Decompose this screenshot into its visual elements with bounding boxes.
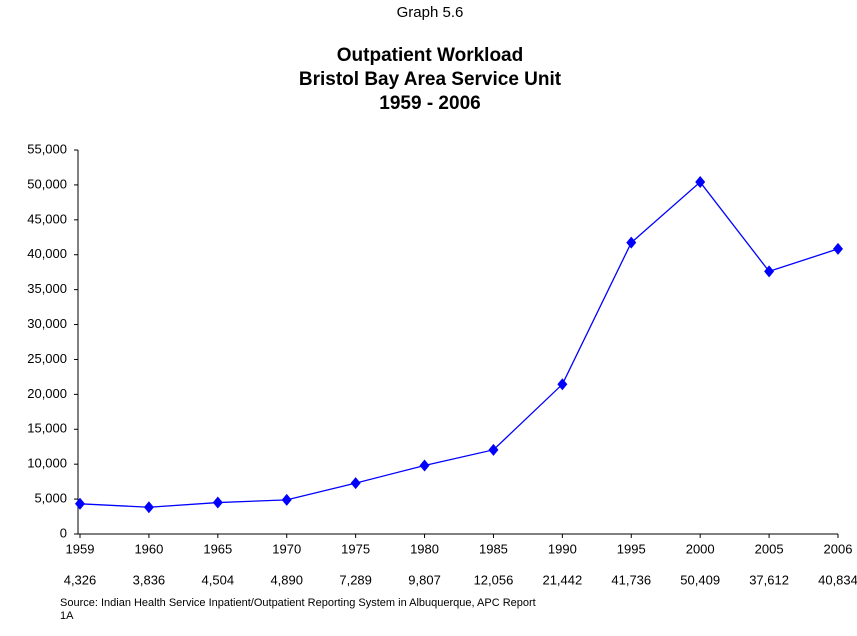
chart-title: Bristol Bay Area Service Unit xyxy=(299,69,562,90)
x-tick-label: 1995 xyxy=(617,541,646,556)
y-tick-label: 20,000 xyxy=(27,386,67,401)
marker xyxy=(75,497,85,510)
x-tick-label: 2006 xyxy=(824,541,853,556)
x-tick-label: 2000 xyxy=(686,541,715,556)
marker xyxy=(281,493,292,506)
marker xyxy=(764,265,775,278)
x-tick-label: 1990 xyxy=(548,541,577,556)
value-label: 40,834 xyxy=(818,572,857,587)
marker xyxy=(695,176,706,189)
y-tick-label: 5,000 xyxy=(34,491,67,506)
marker xyxy=(833,242,843,255)
marker xyxy=(488,443,499,456)
y-tick-label: 45,000 xyxy=(27,211,67,226)
x-tick-label: 1975 xyxy=(341,541,370,556)
y-tick-label: 30,000 xyxy=(27,316,67,331)
y-tick-label: 15,000 xyxy=(27,421,67,436)
value-label: 37,612 xyxy=(749,572,789,587)
value-label: 41,736 xyxy=(611,572,651,587)
value-label: 12,056 xyxy=(474,572,514,587)
chart-title: Outpatient Workload xyxy=(337,45,523,66)
value-label: 50,409 xyxy=(680,572,720,587)
marker xyxy=(626,236,637,249)
x-tick-label: 1959 xyxy=(66,541,95,556)
line xyxy=(79,181,839,508)
y-tick-label: 55,000 xyxy=(27,141,67,156)
source: Source: Indian Health Service Inpatient/… xyxy=(60,597,536,609)
x-tick-label: 1985 xyxy=(479,541,508,556)
marker xyxy=(419,459,430,472)
y-tick-label: 10,000 xyxy=(27,456,67,471)
marker xyxy=(557,378,568,391)
marker xyxy=(350,477,361,490)
value-label: 9,807 xyxy=(408,572,441,587)
marker xyxy=(143,501,154,514)
caption: Graph 5.6 xyxy=(397,4,464,21)
source: 1A xyxy=(60,610,74,622)
y-tick-label: 25,000 xyxy=(27,351,67,366)
y-tick-label: 40,000 xyxy=(27,246,67,261)
x-tick-label: 1960 xyxy=(134,541,163,556)
value-label: 4,890 xyxy=(270,572,303,587)
value-label: 3,836 xyxy=(133,572,166,587)
value-label: 4,326 xyxy=(64,572,97,587)
marker xyxy=(212,496,223,509)
x-tick-label: 2005 xyxy=(755,541,784,556)
x-tick-label: 1970 xyxy=(272,541,301,556)
x-tick-label: 1980 xyxy=(410,541,439,556)
value-label: 7,289 xyxy=(339,572,372,587)
x-tick-label: 1965 xyxy=(203,541,232,556)
y-tick-label: 0 xyxy=(60,525,67,540)
value-label: 4,504 xyxy=(202,572,235,587)
y-tick-label: 35,000 xyxy=(27,281,67,296)
y-tick-label: 50,000 xyxy=(27,176,67,191)
chart-title: 1959 - 2006 xyxy=(379,93,480,114)
value-label: 21,442 xyxy=(542,572,582,587)
